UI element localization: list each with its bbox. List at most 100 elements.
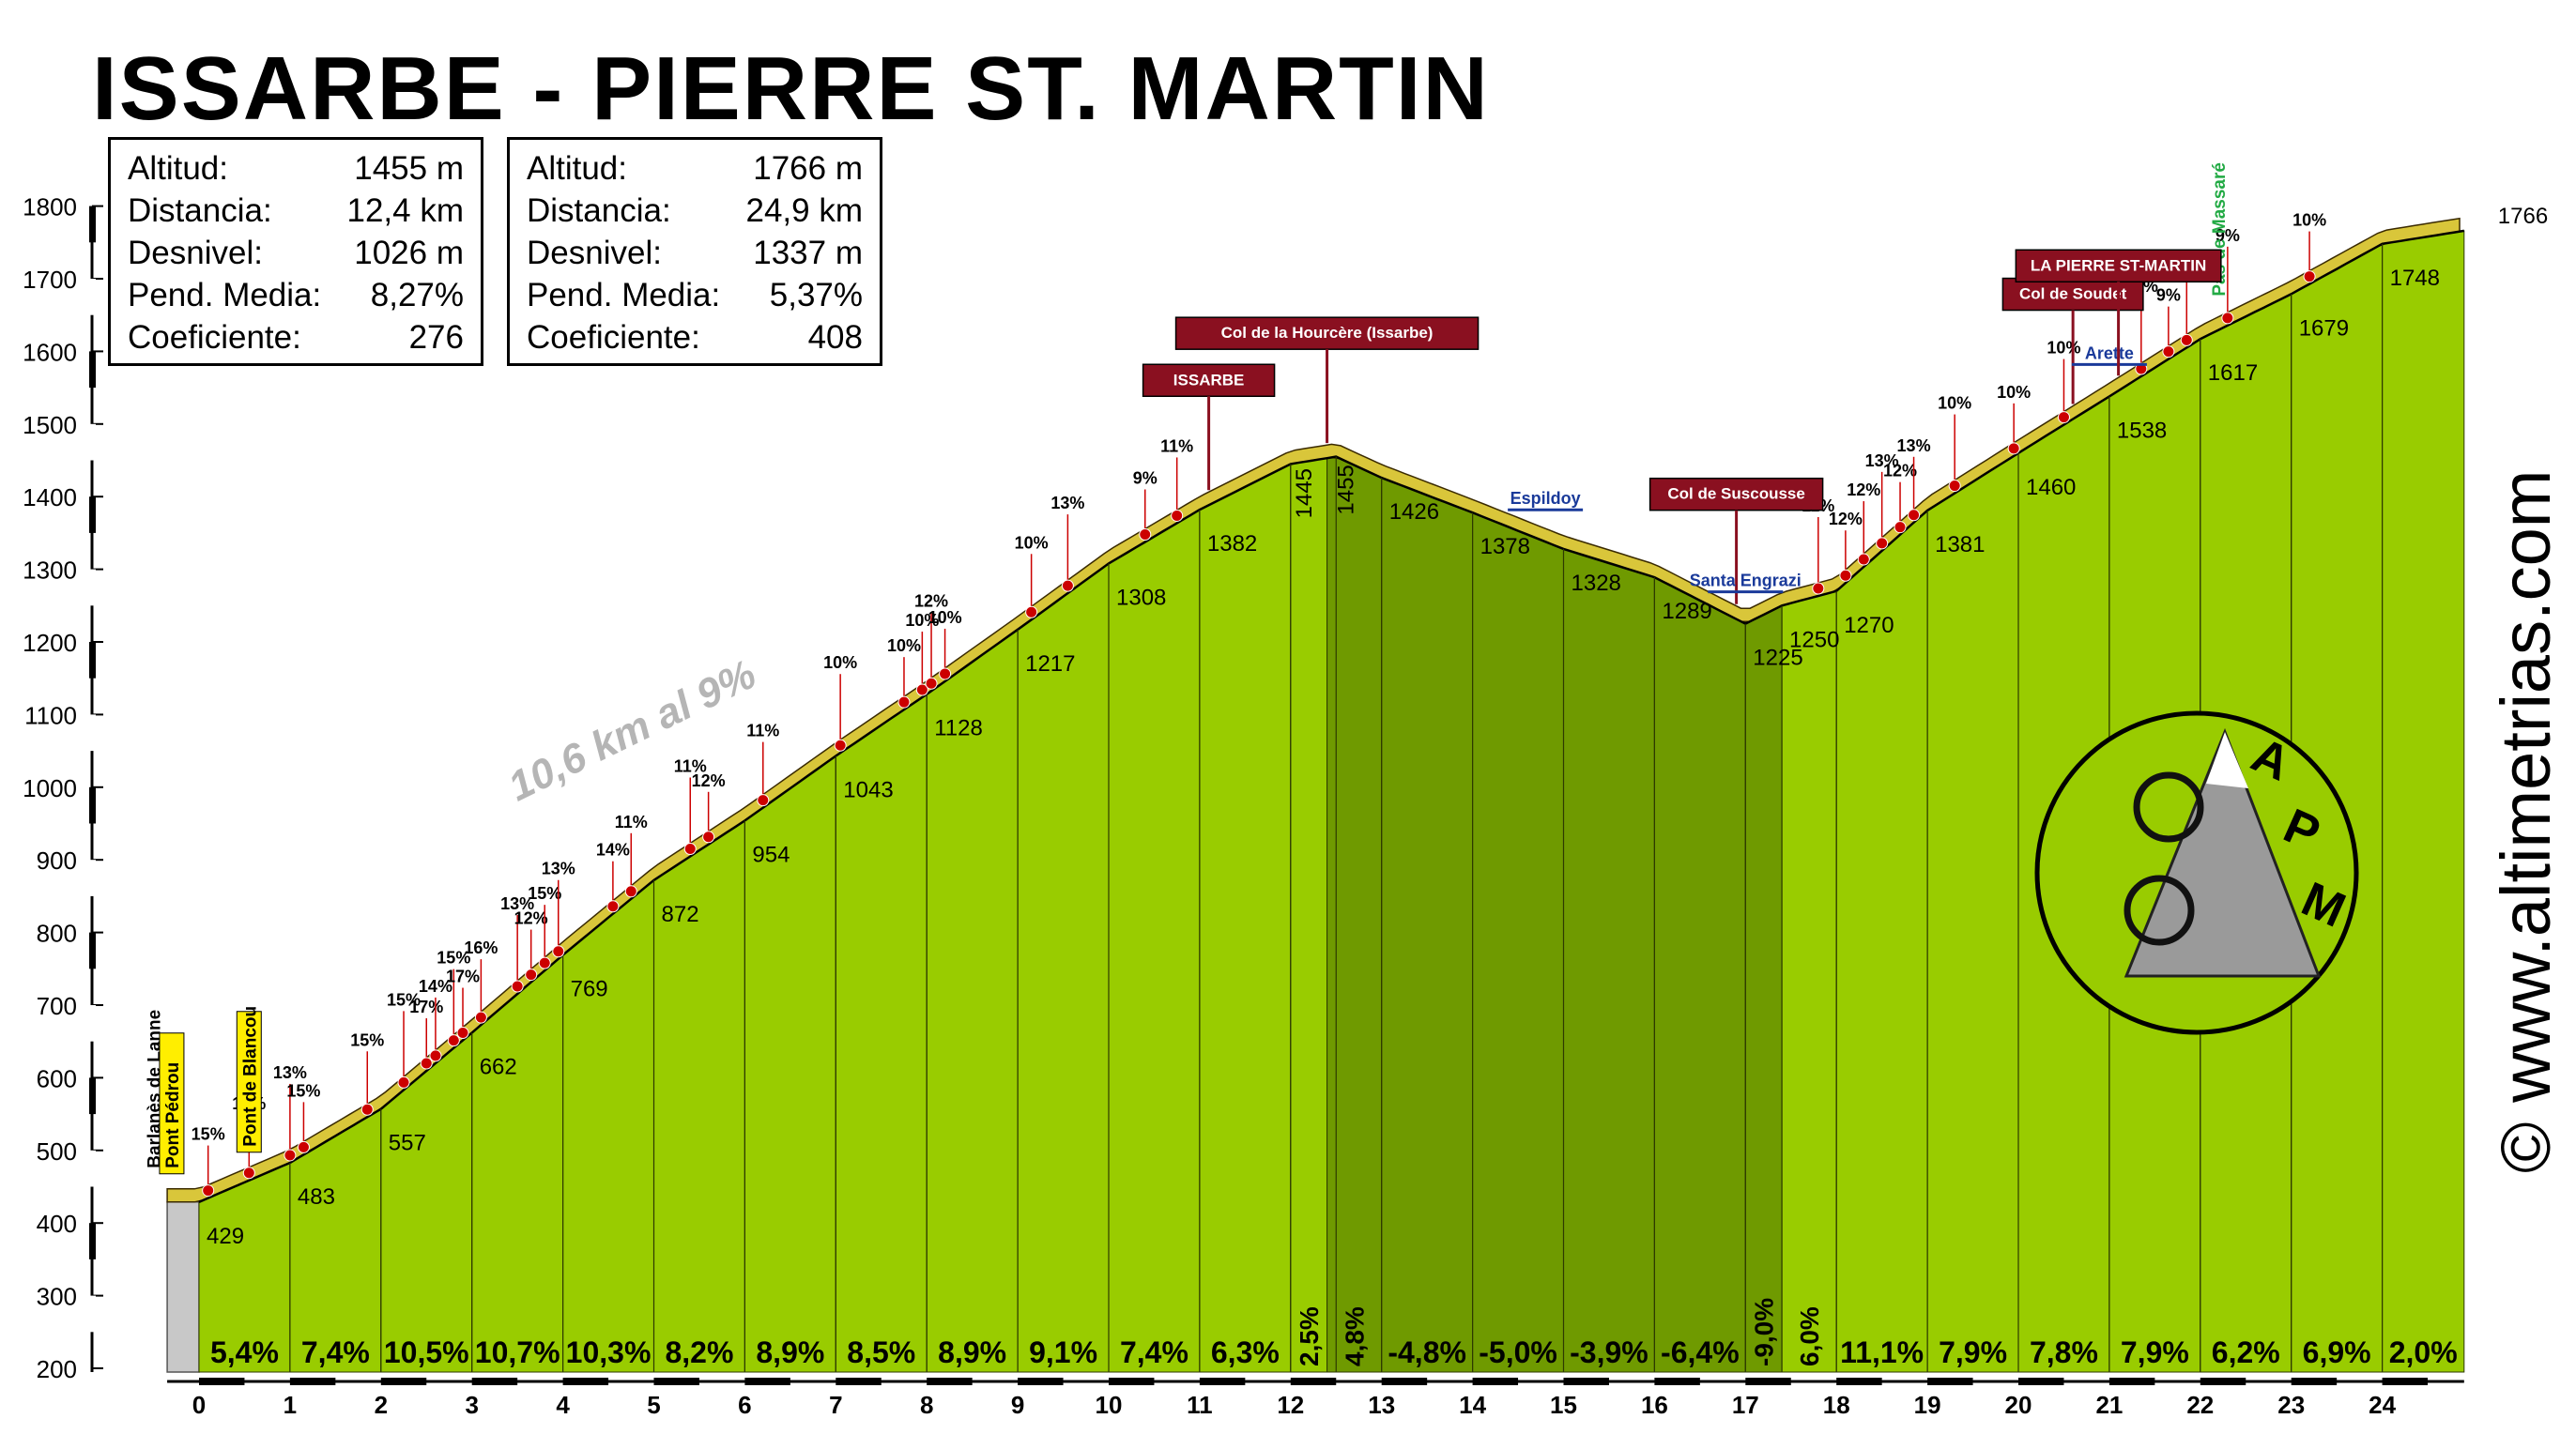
y-axis-scale-bar xyxy=(89,786,96,824)
steep-label: 13% xyxy=(273,1063,307,1082)
y-tick-label: 1000 xyxy=(23,774,77,802)
x-tick-label: 3 xyxy=(465,1391,478,1419)
steep-label: 10% xyxy=(887,636,921,655)
y-tick-label: 500 xyxy=(37,1137,77,1166)
stats-row: Altitud: 1766 m xyxy=(527,147,863,190)
gradient-label: 7,9% xyxy=(1939,1335,2007,1369)
stats-row: Pend. Media: 5,37% xyxy=(527,274,863,316)
steep-label: 15% xyxy=(192,1125,225,1144)
altitude-label: 1460 xyxy=(2026,475,2076,500)
website-credit: © www.altimetrias.com xyxy=(2487,469,2565,1173)
steep-label: 15% xyxy=(350,1030,384,1049)
profile-segment xyxy=(1781,590,1837,1373)
gradient-label: 4,8% xyxy=(1341,1306,1370,1366)
steep-marker-dot xyxy=(1876,537,1889,550)
profile-segment xyxy=(1108,509,1201,1373)
x-axis-scale-bar xyxy=(1018,1378,1064,1385)
x-axis-scale-bar xyxy=(1745,1378,1791,1385)
steep-label: 11% xyxy=(615,813,648,831)
steep-marker-dot xyxy=(2162,345,2175,358)
x-axis-scale-bar xyxy=(1472,1378,1519,1385)
y-axis-scale-bar xyxy=(89,1223,96,1259)
stat-label: Coeficiente: xyxy=(527,319,700,356)
stat-value: 1455 m xyxy=(354,150,464,187)
stat-label: Desnivel: xyxy=(527,235,662,271)
steep-label: 11% xyxy=(674,756,707,775)
steep-label: 13% xyxy=(500,894,534,913)
y-tick-label: 800 xyxy=(37,920,77,948)
gradient-label: 8,5% xyxy=(847,1335,915,1369)
place-label-box xyxy=(236,1011,262,1153)
steep-label: 10% xyxy=(928,608,962,627)
y-axis-scale-bar xyxy=(89,1077,96,1115)
x-tick-label: 17 xyxy=(1732,1391,1759,1419)
y-axis-scale-bar xyxy=(89,1150,96,1187)
steep-marker-dot xyxy=(2007,442,2020,455)
stat-value: 5,37% xyxy=(769,277,863,313)
place-label: Col de la Hourcère (Issarbe) xyxy=(1221,324,1434,342)
y-axis-scale-bar xyxy=(89,206,96,243)
altitude-label: 1289 xyxy=(1662,599,1711,624)
place-label: Pont Pédrou xyxy=(163,1062,183,1168)
y-tick-label: 1400 xyxy=(23,483,77,511)
altitude-label: 1225 xyxy=(1753,646,1802,671)
x-axis-scale-bar xyxy=(1927,1378,1973,1385)
steep-marker-dot xyxy=(2221,312,2234,325)
profile-segment xyxy=(1472,511,1564,1373)
gradient-label: 2,0% xyxy=(2389,1335,2458,1369)
steep-marker-dot xyxy=(1812,582,1825,595)
steep-label: 12% xyxy=(914,591,948,610)
x-tick-label: 15 xyxy=(1550,1391,1577,1419)
steep-label: 10% xyxy=(2047,339,2080,358)
y-tick-label: 600 xyxy=(37,1064,77,1092)
y-tick-label: 200 xyxy=(37,1355,77,1383)
altitude-label: 1043 xyxy=(843,778,893,803)
altitude-label: 1455 xyxy=(1333,465,1358,514)
x-tick-label: 12 xyxy=(1277,1391,1304,1419)
x-axis-scale-bar xyxy=(380,1378,427,1385)
steep-marker-dot xyxy=(1908,509,1921,522)
steep-marker-dot xyxy=(834,739,847,752)
steep-marker-dot xyxy=(538,956,551,969)
steep-label: 10% xyxy=(2292,211,2326,230)
x-tick-label: 13 xyxy=(1368,1391,1395,1419)
steep-marker-dot xyxy=(683,842,697,855)
steep-marker-dot xyxy=(525,969,538,982)
y-tick-label: 1500 xyxy=(23,411,77,439)
gradient-label: 10,7% xyxy=(475,1335,560,1369)
place-label: Arette xyxy=(2085,343,2134,362)
steep-marker-dot xyxy=(284,1149,297,1162)
altitude-label: 662 xyxy=(480,1054,517,1079)
place-label-box xyxy=(159,1032,185,1175)
place-label: Santa Engrazi xyxy=(1690,572,1802,590)
x-axis-scale-bar xyxy=(289,1378,336,1385)
steep-marker-dot xyxy=(1948,480,1961,493)
stat-value: 408 xyxy=(807,319,863,356)
x-tick-label: 24 xyxy=(2369,1391,2396,1419)
profile-segment xyxy=(1199,463,1292,1373)
altitude-label: 1378 xyxy=(1480,534,1530,559)
altitude-label: 557 xyxy=(389,1131,426,1156)
y-tick-label: 400 xyxy=(37,1210,77,1238)
x-axis-scale-bar xyxy=(927,1378,973,1385)
page-title: ISSARBE - PIERRE ST. MARTIN xyxy=(92,38,1490,139)
profile-line xyxy=(198,229,2465,1203)
y-axis-scale-bar xyxy=(89,714,96,752)
y-tick-label: 1200 xyxy=(23,629,77,657)
x-axis-scale-bar xyxy=(1563,1378,1609,1385)
stat-value: 1337 m xyxy=(753,235,863,271)
altitude-label: 1748 xyxy=(2390,266,2440,291)
place-label: Pont de Blancou xyxy=(240,1006,260,1147)
stat-value: 276 xyxy=(408,319,464,356)
place-label-box xyxy=(1142,363,1276,398)
x-axis-scale-bar xyxy=(1381,1378,1428,1385)
x-axis-scale-bar xyxy=(1290,1378,1337,1385)
steep-label: 12% xyxy=(692,771,726,790)
steep-label: 14% xyxy=(596,841,630,860)
steep-marker-dot xyxy=(606,900,620,913)
x-axis-scale-bar xyxy=(744,1378,790,1385)
stat-label: Distancia: xyxy=(527,192,671,229)
stats-row: Coeficiente: 276 xyxy=(128,316,464,358)
x-tick-label: 16 xyxy=(1641,1391,1668,1419)
steep-marker-dot xyxy=(397,1076,410,1089)
